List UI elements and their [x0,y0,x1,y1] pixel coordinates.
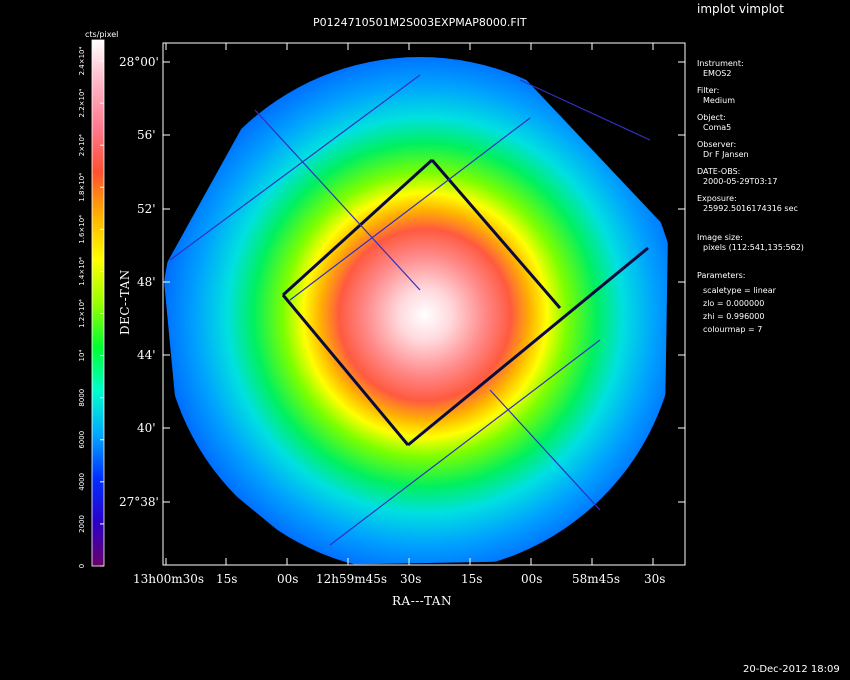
parameters-label: Parameters: [697,271,746,280]
y-tick-label: 27°38' [119,495,159,509]
info-exposure-label: Exposure: [697,194,737,203]
parameter-line: zhi = 0.996000 [703,312,765,321]
parameter-line: scaletype = linear [703,286,776,295]
info-filter-label: Filter: [697,86,720,95]
info-filter-value: Medium [703,96,735,105]
plot-frame [162,42,686,566]
x-tick-label: 30s [400,572,422,586]
info-dateobs-label: DATE-OBS: [697,167,741,176]
colorbar-label: 1.4×10⁴ [78,257,86,286]
x-tick-label: 15s [216,572,238,586]
colorbar [91,39,105,567]
x-ticks [165,43,654,565]
ccd-chip [163,57,668,565]
x-tick-label: 15s [461,572,483,586]
chip-edges [169,74,651,546]
info-object-value: Coma5 [703,123,732,132]
info-observer-value: Dr F Jansen [703,150,749,159]
window-title: implot vimplot [697,2,784,16]
colorbar-label: 6000 [78,431,86,449]
info-exposure-value: 25992.5016174316 sec [703,204,798,213]
exposure-map [163,57,668,565]
colorbar-label: 2.4×10⁴ [78,46,86,75]
x-tick-label: 58m45s [572,572,621,586]
colorbar-label: 2000 [78,515,86,533]
y-tick-label: 48' [137,275,156,289]
colorbar-label: 8000 [78,389,86,407]
info-observer-label: Observer: [697,140,737,149]
chip-gaps [281,158,649,447]
colorbar-label: 2×10⁴ [78,134,86,156]
colorbar-label: 0 [78,564,86,568]
info-imagesize-label: Image size: [697,233,743,242]
y-tick-label: 56' [137,128,156,142]
y-tick-label: 40' [137,421,156,435]
parameter-line: colourmap = 7 [703,325,763,334]
y-tick-label: 52' [137,202,156,216]
colorbar-label: 1.6×10⁴ [78,215,86,244]
colorbar-label: 4000 [78,473,86,491]
x-tick-label: 13h00m30s [133,572,205,586]
parameter-line: zlo = 0.000000 [703,299,765,308]
colorbar-unit: cts/pixel [85,30,119,39]
info-dateobs-value: 2000-05-29T03:17 [703,177,778,186]
colorbar-label: 2.2×10⁴ [78,89,86,118]
colorbar-label: 1.8×10⁴ [78,173,86,202]
info-imagesize-value: pixels (112:541,135:562) [703,243,804,252]
colorbar-label: 10⁴ [78,350,86,362]
file-title: P0124710501M2S003EXPMAP8000.FIT [313,16,527,29]
x-tick-label: 30s [644,572,666,586]
y-tick-label: 28°00' [119,55,159,69]
colorbar-label: 1.2×10⁴ [78,299,86,328]
x-tick-label: 00s [277,572,299,586]
x-tick-label: 00s [521,572,543,586]
x-axis-label: RA---TAN [392,594,452,608]
timestamp: 20-Dec-2012 18:09 [743,664,840,675]
y-tick-label: 44' [137,348,156,362]
info-instrument-label: Instrument: [697,59,744,68]
y-ticks [163,61,685,503]
info-object-label: Object: [697,113,726,122]
x-tick-label: 12h59m45s [316,572,388,586]
info-instrument-value: EMOS2 [703,69,732,78]
